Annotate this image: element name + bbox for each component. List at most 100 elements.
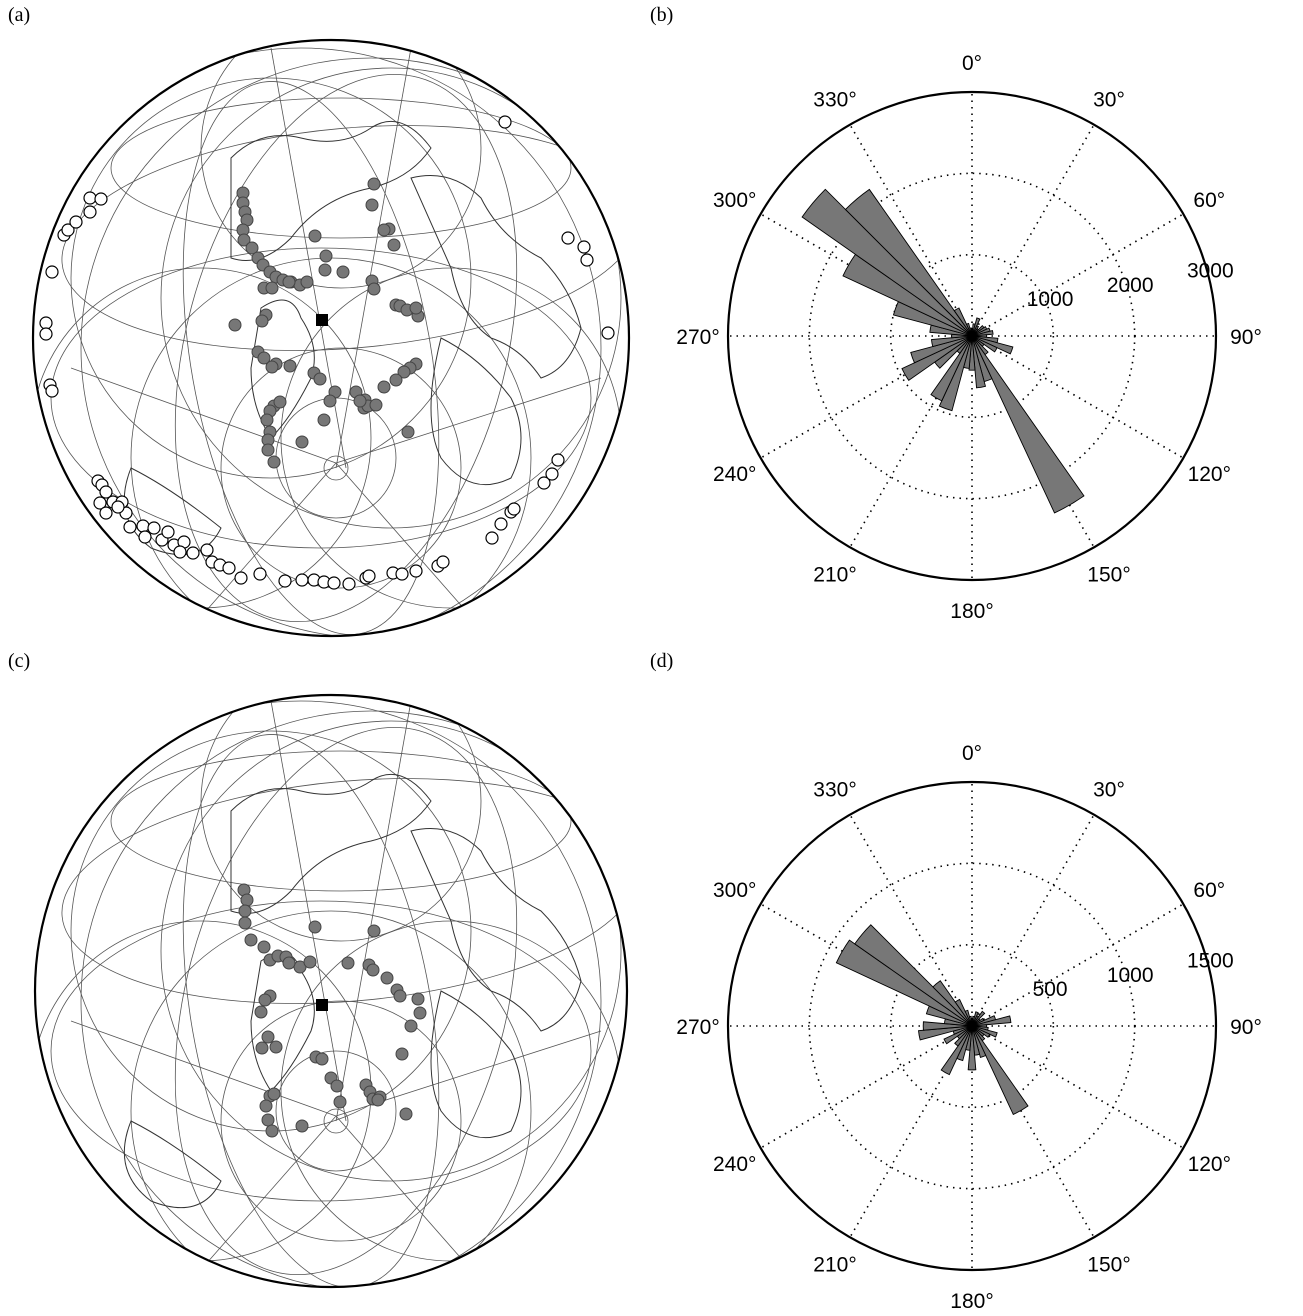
graticule-line <box>50 247 592 549</box>
histogram-bar <box>844 188 973 337</box>
coastline <box>430 337 522 486</box>
event-point-open <box>327 576 341 590</box>
event-point-open <box>161 525 175 539</box>
event-point-grey <box>318 263 332 277</box>
event-point-grey <box>413 1006 427 1020</box>
coastline <box>430 990 522 1139</box>
graticule-line <box>110 750 572 892</box>
event-point-grey <box>380 971 394 985</box>
radial-grid-ring <box>889 943 1055 1109</box>
event-point-grey <box>313 372 327 386</box>
panel-label-a: (a) <box>8 4 31 26</box>
graticule-line <box>80 710 627 1287</box>
coastline <box>230 773 432 914</box>
event-point-open <box>551 453 565 467</box>
event-point-open <box>295 573 309 587</box>
event-point-grey <box>389 373 403 387</box>
event-point-grey <box>261 1113 275 1127</box>
graticule-line <box>61 125 629 351</box>
event-point-open <box>494 517 508 531</box>
histogram-bar <box>971 1025 1029 1116</box>
rose-panel-b: 0° 30° 60° 90° 120° 150° 180° 210° 240° 270° 300° 3… <box>650 0 1303 650</box>
event-point-grey <box>401 425 415 439</box>
histogram-bar <box>930 335 973 402</box>
graticule-line <box>323 1108 349 1134</box>
histogram-bar <box>954 998 973 1027</box>
event-point-grey <box>244 933 258 947</box>
angle-tick-label: 90° <box>1230 326 1262 349</box>
event-point-open <box>186 546 200 560</box>
graticule-line <box>200 695 482 942</box>
graticule-line <box>335 47 412 469</box>
event-point-grey <box>265 360 279 374</box>
azimuthal-map-c <box>33 693 629 1289</box>
rose-panel-d: 0° 30° 60° 90° 120° 150° 180° 210° 240° 270° 300° 3… <box>650 650 1303 1316</box>
event-point-grey <box>282 956 296 970</box>
angle-tick-label: 150° <box>1087 563 1130 586</box>
radial-tick-label: 2000 <box>1107 274 1154 297</box>
event-point-open <box>111 500 125 514</box>
radial-tick-label: 500 <box>1033 978 1068 1001</box>
event-point-open <box>537 476 551 490</box>
event-point-open <box>83 191 97 205</box>
graticule-line <box>270 700 347 1122</box>
histogram-bar <box>901 335 973 381</box>
station-marker <box>316 999 328 1011</box>
event-point-grey <box>367 924 381 938</box>
event-point-grey <box>404 1019 418 1033</box>
event-point-open <box>498 115 512 129</box>
outer-ring <box>726 90 1218 582</box>
polar-histogram-b: 0° 30° 60° 90° 120° 150° 180° 210° 240° 270° 300° 3… <box>676 52 1262 623</box>
event-point-open <box>200 543 214 557</box>
event-point-open <box>234 571 248 585</box>
event-point-grey <box>369 398 383 412</box>
histogram-bar <box>922 1021 973 1031</box>
angle-tick-label: 150° <box>1087 1253 1130 1276</box>
angle-tick-label: 240° <box>713 1153 756 1176</box>
event-point-grey <box>238 916 252 930</box>
event-point-grey <box>367 282 381 296</box>
graticule-line <box>174 726 518 1276</box>
angle-tick-label: 120° <box>1188 1153 1231 1176</box>
event-point-grey <box>265 1124 279 1138</box>
event-point-grey <box>238 904 252 918</box>
graticule-line <box>182 734 440 1287</box>
angle-tick-label: 30° <box>1093 89 1125 112</box>
event-point-grey <box>228 318 242 332</box>
graticule-line <box>110 97 572 239</box>
angle-tick-label: 210° <box>813 1253 856 1276</box>
histogram-bar <box>932 980 973 1027</box>
histogram-bar <box>801 188 973 337</box>
graticule-line <box>70 367 337 464</box>
angle-tick-label: 210° <box>813 563 856 586</box>
radial-tick-label: 1500 <box>1187 950 1234 973</box>
map-panel-c <box>0 650 650 1316</box>
histogram-bar <box>910 335 973 364</box>
graticule-line <box>280 920 622 1262</box>
angle-tick-label: 240° <box>713 463 756 486</box>
event-point-grey <box>365 198 379 212</box>
event-point-grey <box>308 920 322 934</box>
panel-label-c: (c) <box>8 650 31 672</box>
event-point-grey <box>273 395 287 409</box>
histogram-bar <box>938 335 973 412</box>
polar-histogram-d: 0° 30° 60° 90° 120° 150° 180° 210° 240° 270° 300° 3… <box>676 742 1262 1313</box>
angle-tick-label: 0° <box>962 742 982 765</box>
map-graticule <box>35 695 627 1287</box>
panel-label-b: (b) <box>650 4 674 26</box>
histogram-bar <box>943 1025 973 1045</box>
graticule-line <box>80 57 629 636</box>
graticule-line <box>33 47 602 636</box>
event-point-grey <box>295 1119 309 1133</box>
graticule-line <box>35 700 602 1287</box>
event-point-open <box>61 223 75 237</box>
event-point-grey <box>317 413 331 427</box>
event-point-open <box>94 192 108 206</box>
event-point-open <box>45 384 59 398</box>
station-marker <box>316 314 328 326</box>
event-point-open <box>601 326 615 340</box>
event-point-grey <box>261 1030 275 1044</box>
angle-tick-label: 300° <box>713 879 756 902</box>
event-point-open <box>147 521 161 535</box>
angle-tick-label: 120° <box>1188 463 1231 486</box>
